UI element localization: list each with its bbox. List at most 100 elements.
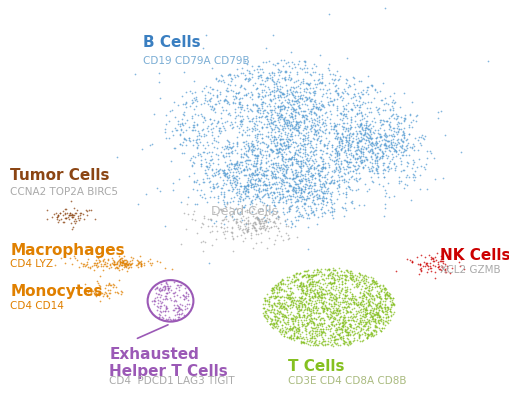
Point bbox=[365, 135, 373, 142]
Point bbox=[203, 174, 211, 181]
Point bbox=[375, 316, 383, 323]
Point bbox=[328, 147, 336, 154]
Point bbox=[286, 334, 294, 340]
Point bbox=[257, 159, 265, 166]
Point bbox=[318, 305, 326, 311]
Point bbox=[434, 260, 442, 267]
Point bbox=[383, 290, 391, 297]
Point bbox=[308, 199, 316, 205]
Point bbox=[262, 217, 270, 223]
Point bbox=[285, 191, 293, 198]
Point bbox=[117, 291, 125, 298]
Point bbox=[412, 113, 420, 120]
Point bbox=[118, 266, 126, 272]
Point bbox=[298, 286, 306, 293]
Point bbox=[384, 163, 392, 169]
Point bbox=[192, 96, 200, 103]
Point bbox=[350, 74, 358, 81]
Point bbox=[275, 194, 284, 201]
Point bbox=[312, 324, 320, 331]
Point bbox=[371, 158, 379, 164]
Point bbox=[337, 312, 345, 319]
Point bbox=[354, 154, 362, 161]
Point bbox=[364, 121, 373, 128]
Point bbox=[275, 113, 283, 120]
Point bbox=[280, 130, 289, 137]
Point bbox=[337, 158, 345, 165]
Point bbox=[225, 71, 234, 77]
Point bbox=[80, 290, 89, 296]
Point bbox=[334, 152, 343, 159]
Point bbox=[275, 309, 284, 315]
Point bbox=[313, 105, 321, 111]
Point bbox=[238, 104, 246, 110]
Point bbox=[83, 289, 92, 295]
Point bbox=[344, 309, 352, 316]
Point bbox=[332, 82, 340, 88]
Point bbox=[373, 313, 381, 320]
Point bbox=[295, 327, 303, 334]
Point bbox=[286, 181, 294, 188]
Point bbox=[301, 69, 309, 76]
Point bbox=[120, 253, 128, 259]
Point bbox=[420, 165, 429, 172]
Point bbox=[331, 123, 339, 130]
Point bbox=[272, 179, 280, 186]
Point bbox=[284, 165, 292, 172]
Point bbox=[409, 117, 417, 123]
Point bbox=[407, 119, 415, 126]
Point bbox=[343, 55, 351, 62]
Point bbox=[169, 316, 177, 322]
Point bbox=[296, 194, 304, 200]
Point bbox=[275, 179, 284, 186]
Point bbox=[317, 295, 325, 301]
Point bbox=[356, 157, 364, 164]
Point bbox=[259, 187, 267, 193]
Point bbox=[265, 151, 273, 158]
Point bbox=[337, 138, 346, 144]
Point bbox=[357, 145, 365, 152]
Point bbox=[356, 319, 364, 326]
Point bbox=[221, 234, 230, 241]
Point bbox=[372, 167, 380, 173]
Point bbox=[281, 93, 290, 100]
Point bbox=[270, 194, 278, 201]
Point bbox=[274, 214, 282, 221]
Point bbox=[324, 272, 332, 279]
Point bbox=[337, 281, 346, 288]
Point bbox=[309, 165, 318, 172]
Point bbox=[239, 185, 247, 192]
Point bbox=[306, 155, 314, 162]
Point bbox=[356, 278, 364, 285]
Point bbox=[347, 276, 355, 282]
Point bbox=[383, 292, 391, 299]
Point bbox=[292, 313, 300, 320]
Point bbox=[256, 107, 264, 113]
Point bbox=[266, 136, 274, 142]
Point bbox=[299, 76, 307, 82]
Point bbox=[293, 71, 301, 77]
Point bbox=[296, 92, 304, 99]
Point bbox=[306, 310, 315, 316]
Point bbox=[246, 69, 254, 76]
Point bbox=[291, 166, 299, 173]
Point bbox=[308, 122, 317, 128]
Point bbox=[277, 151, 286, 157]
Point bbox=[263, 211, 271, 218]
Point bbox=[230, 164, 238, 171]
Point bbox=[276, 68, 285, 74]
Point bbox=[291, 138, 299, 145]
Point bbox=[286, 206, 294, 212]
Point bbox=[297, 160, 305, 167]
Point bbox=[248, 151, 256, 157]
Point bbox=[294, 316, 302, 323]
Point bbox=[222, 143, 231, 150]
Point bbox=[291, 294, 299, 300]
Point bbox=[333, 130, 342, 137]
Point bbox=[232, 172, 240, 179]
Point bbox=[385, 293, 393, 299]
Point bbox=[316, 325, 324, 332]
Point bbox=[441, 268, 449, 275]
Point bbox=[298, 94, 306, 101]
Point bbox=[304, 320, 312, 327]
